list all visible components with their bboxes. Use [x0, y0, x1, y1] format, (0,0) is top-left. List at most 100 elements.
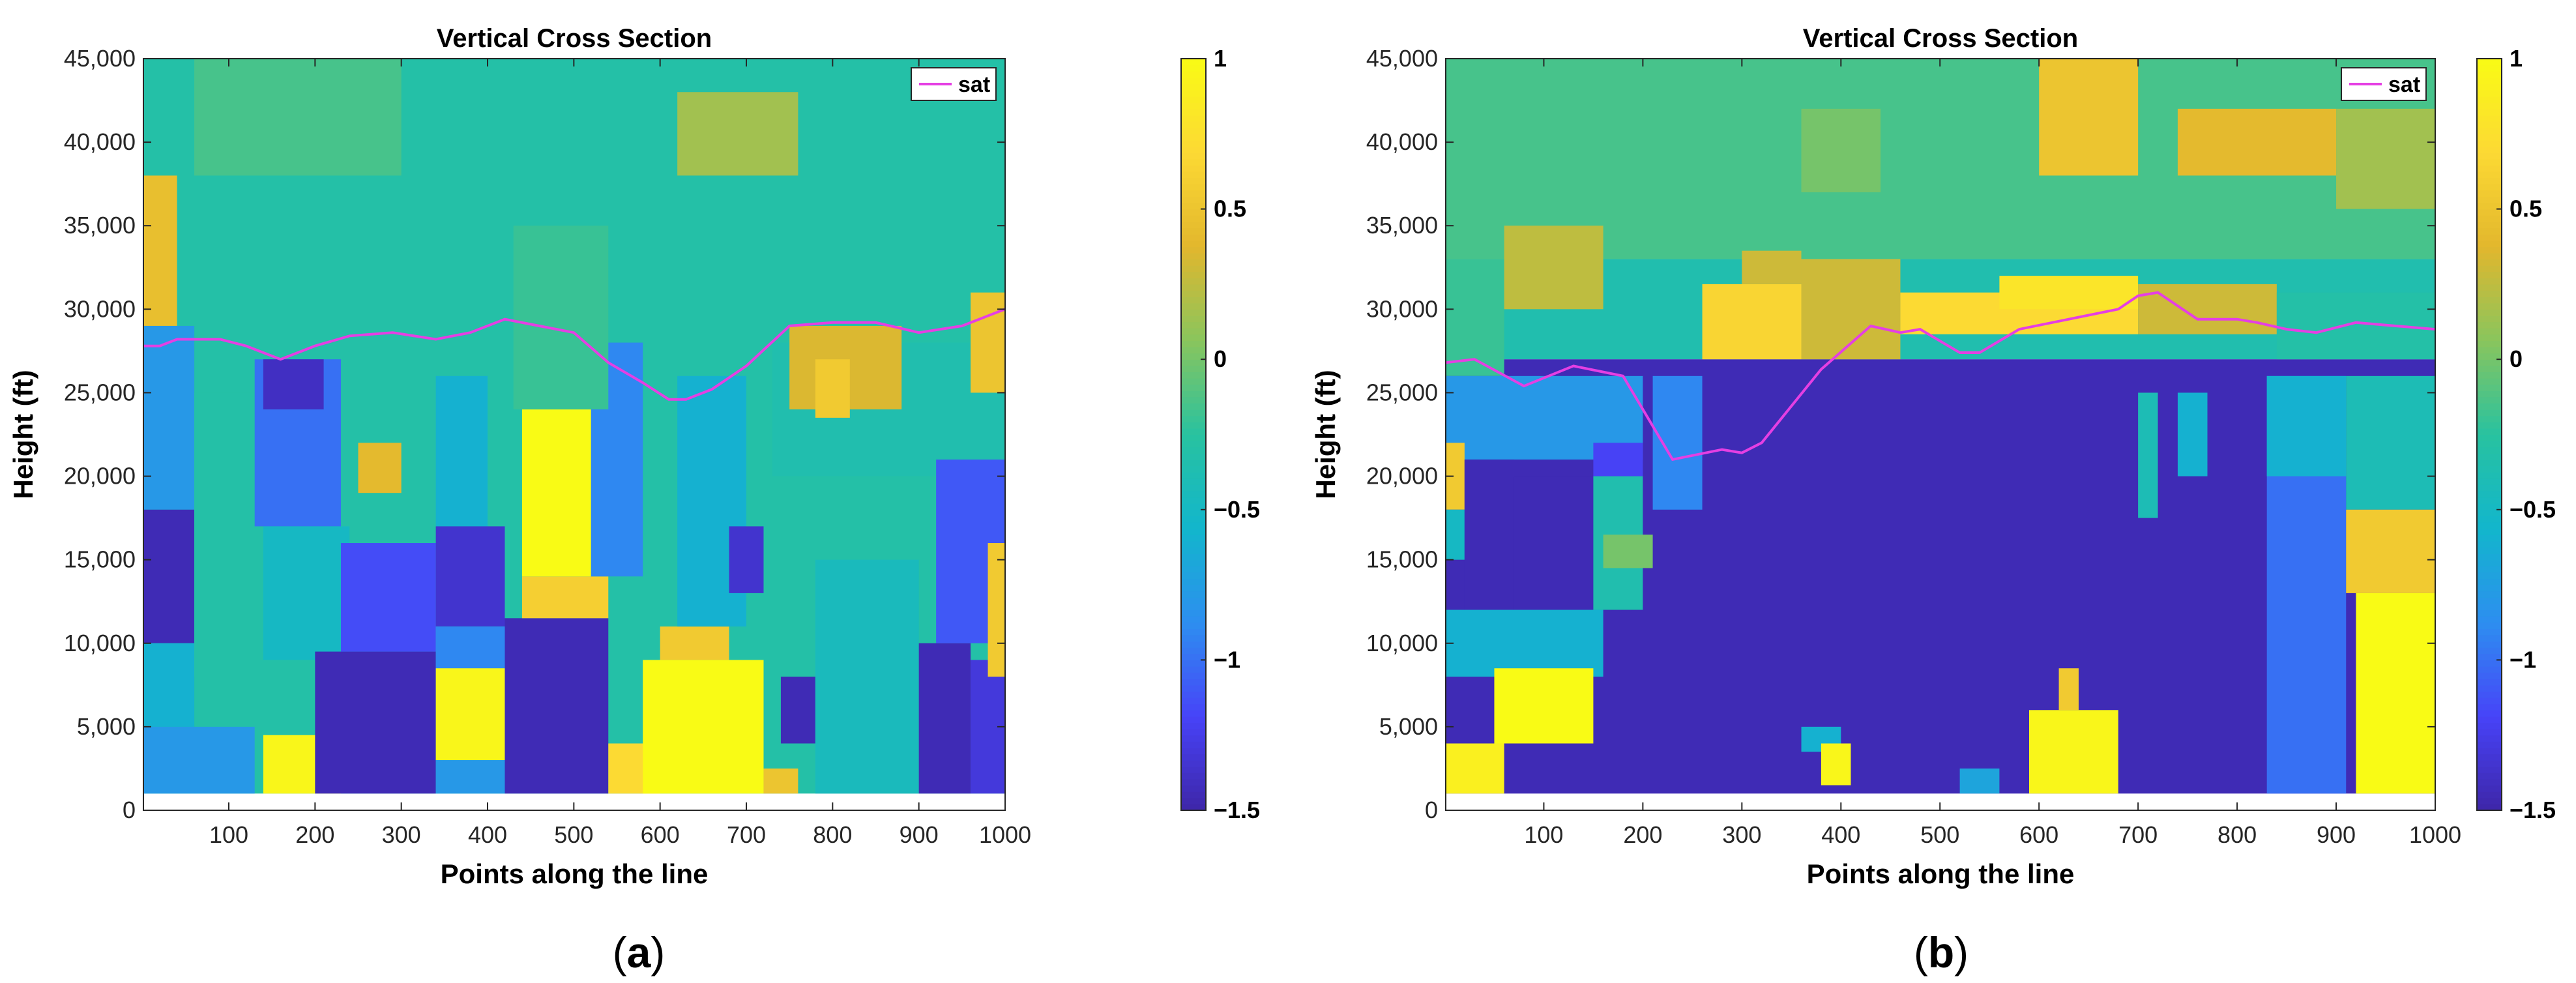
colorbar-segment [1181, 703, 1206, 711]
heatmap-cell [1446, 259, 1504, 376]
colorbar-segment [1181, 428, 1206, 435]
colorbar-segment [2477, 516, 2502, 523]
panel-label: (a) [613, 928, 666, 976]
colorbar-segment [2477, 77, 2502, 85]
colorbar-segment [2477, 403, 2502, 410]
x-tick-label: 1000 [2409, 821, 2461, 848]
colorbar-segment [2477, 121, 2502, 128]
colorbar-segment [2477, 716, 2502, 724]
colorbar-segment [2477, 265, 2502, 272]
colorbar-segment [2477, 284, 2502, 291]
colorbar-segment [2477, 729, 2502, 736]
colorbar-segment [1181, 641, 1206, 648]
colorbar-segment [2477, 71, 2502, 78]
heatmap-cell [143, 726, 255, 794]
heatmap-cell [2058, 668, 2079, 711]
heatmap-cell [971, 292, 1005, 393]
colorbar-segment [1181, 372, 1206, 379]
y-tick-label: 0 [1425, 797, 1438, 823]
colorbar-segment [1181, 390, 1206, 398]
heatmap-cell [2138, 392, 2158, 518]
x-tick-label: 700 [2118, 821, 2158, 848]
colorbar-segment [1181, 409, 1206, 417]
colorbar-tick-label: 1 [2510, 45, 2523, 72]
colorbar-segment [1181, 252, 1206, 260]
colorbar-segment [1181, 490, 1206, 498]
heatmap-cell [2276, 292, 2435, 360]
colorbar-segment [2477, 139, 2502, 147]
colorbar-segment [1181, 441, 1206, 448]
colorbar-segment [2477, 609, 2502, 617]
colorbar-segment [1181, 246, 1206, 254]
heatmap-cell [358, 443, 402, 493]
colorbar-segment [1181, 766, 1206, 773]
colorbar-segment [1181, 284, 1206, 291]
heatmap-cell [2177, 108, 2337, 176]
y-tick-label: 30,000 [64, 295, 136, 322]
colorbar-segment [2477, 472, 2502, 479]
x-tick-label: 100 [209, 821, 248, 848]
colorbar-segment [1181, 346, 1206, 354]
colorbar-segment [1181, 578, 1206, 585]
colorbar-segment [1181, 729, 1206, 736]
colorbar-segment [2477, 309, 2502, 316]
colorbar-segment [1181, 609, 1206, 617]
x-tick-label: 200 [295, 821, 334, 848]
colorbar-segment [1181, 146, 1206, 153]
colorbar-segment [2477, 465, 2502, 473]
colorbar-segment [1181, 628, 1206, 636]
heatmap-cell [315, 651, 436, 794]
heatmap-cell [2346, 509, 2435, 593]
heatmap-cell [1702, 284, 1802, 360]
colorbar-segment [2477, 434, 2502, 441]
y-tick-label: 15,000 [64, 546, 136, 573]
colorbar-segment [1181, 797, 1206, 804]
colorbar-segment [2477, 622, 2502, 629]
colorbar-segment [1181, 540, 1206, 548]
colorbar-segment [1181, 634, 1206, 642]
colorbar-segment [2477, 297, 2502, 304]
sat-line [143, 308, 1005, 401]
colorbar-segment [2477, 490, 2502, 498]
colorbar-segment [2477, 90, 2502, 97]
colorbar-segment [2477, 340, 2502, 347]
panel-label-open: ( [1914, 928, 1928, 976]
legend-box [911, 67, 997, 101]
colorbar-segment [1181, 735, 1206, 742]
colorbar-tick-label: 0.5 [1214, 196, 1246, 222]
x-axis-label: Points along the line [441, 858, 709, 889]
colorbar-segment [2477, 415, 2502, 422]
heatmap-cell [143, 325, 195, 510]
colorbar-segment [1181, 679, 1206, 686]
heatmap-cell [763, 768, 798, 794]
colorbar-segment [2477, 760, 2502, 767]
colorbar-segment [1181, 503, 1206, 510]
colorbar-segment [1181, 158, 1206, 166]
x-tick-label: 1000 [979, 821, 1031, 848]
colorbar-segment [1181, 484, 1206, 492]
colorbar-segment [2477, 741, 2502, 748]
y-axis-label: Height (ft) [1310, 370, 1341, 499]
heatmap-cell [988, 543, 1005, 677]
x-tick-label: 200 [1623, 821, 1662, 848]
colorbar-tick-label: −1.5 [2510, 797, 2556, 823]
colorbar-segment [1181, 215, 1206, 222]
heatmap-cell [1494, 668, 1594, 744]
colorbar-segment [1181, 666, 1206, 673]
colorbar-segment [1181, 302, 1206, 310]
colorbar-segment [2477, 221, 2502, 229]
heatmap-cell [1446, 743, 1504, 794]
colorbar-segment [2477, 328, 2502, 335]
colorbar-segment [2477, 246, 2502, 254]
x-tick-label: 700 [727, 821, 766, 848]
heatmap-cell [2138, 284, 2277, 334]
panels-layer: 100 200 300 400 500 600 700 800 900 100005,00010,… [8, 24, 2556, 976]
colorbar-segment [1181, 553, 1206, 561]
chart-panel-b: 100 200 300 400 500 600 700 800 900 1000 0 5,000 10,… [1310, 24, 2556, 976]
colorbar-segment [2477, 660, 2502, 667]
y-tick-label: 35,000 [64, 212, 136, 239]
colorbar-segment [1181, 59, 1206, 66]
colorbar-segment [2477, 259, 2502, 266]
colorbar-tick-label: 1 [1214, 45, 1227, 72]
colorbar-segment [2477, 334, 2502, 341]
